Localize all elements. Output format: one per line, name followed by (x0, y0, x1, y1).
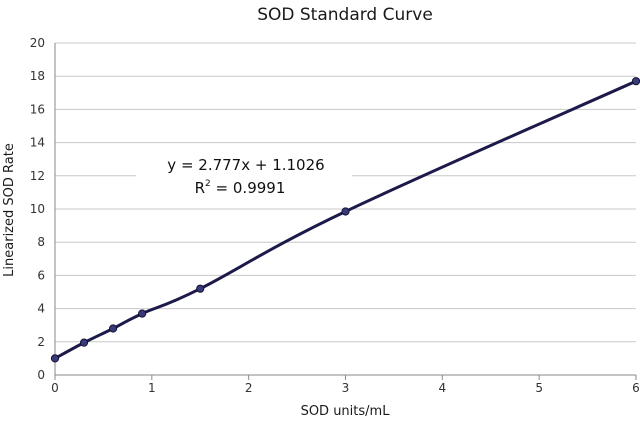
r-squared-exponent: 2 (205, 179, 211, 189)
y-tick-label: 0 (37, 368, 45, 382)
y-tick-label: 6 (37, 268, 45, 282)
y-tick-label: 8 (37, 235, 45, 249)
x-tick-label: 3 (342, 381, 350, 395)
y-tick-label: 20 (30, 36, 45, 50)
x-axis-label: SOD units/mL (301, 404, 391, 419)
y-axis-label: Linearized SOD Rate (2, 143, 17, 277)
r-squared-value: = 0.9991 (211, 179, 286, 197)
x-tick-label: 4 (439, 381, 447, 395)
annotation-background (136, 149, 352, 199)
y-tick-labels: 0 2 4 6 8 10 12 14 16 18 20 (30, 36, 45, 382)
y-tick-label: 4 (37, 302, 45, 316)
data-point (50, 354, 60, 363)
x-tick-label: 6 (632, 381, 640, 395)
data-point (109, 324, 118, 333)
series-layer (50, 77, 640, 363)
x-tick-label: 1 (148, 381, 156, 395)
chart-title: SOD Standard Curve (257, 5, 433, 25)
series-line (54, 79, 637, 360)
r-squared-base: R (195, 179, 205, 197)
x-tick-labels: 0 1 2 3 4 5 6 (51, 381, 640, 395)
y-tick-label: 12 (30, 169, 45, 183)
x-tick-label: 5 (535, 381, 543, 395)
y-tick-label: 2 (37, 335, 45, 349)
data-point (79, 338, 89, 347)
data-point (138, 309, 147, 318)
y-tick-label: 14 (30, 136, 45, 150)
data-point (631, 77, 640, 86)
axes (54, 43, 637, 380)
data-point (196, 284, 205, 293)
y-tick-label: 10 (30, 202, 45, 216)
x-tick-label: 0 (51, 381, 59, 395)
y-tick-label: 16 (30, 102, 45, 116)
r-squared-label: R2 = 0.9991 (195, 179, 286, 197)
x-tick-label: 2 (245, 381, 253, 395)
y-tick-label: 18 (30, 69, 45, 83)
data-point (341, 207, 350, 216)
trendline-equation: y = 2.777x + 1.1026 (167, 156, 324, 174)
